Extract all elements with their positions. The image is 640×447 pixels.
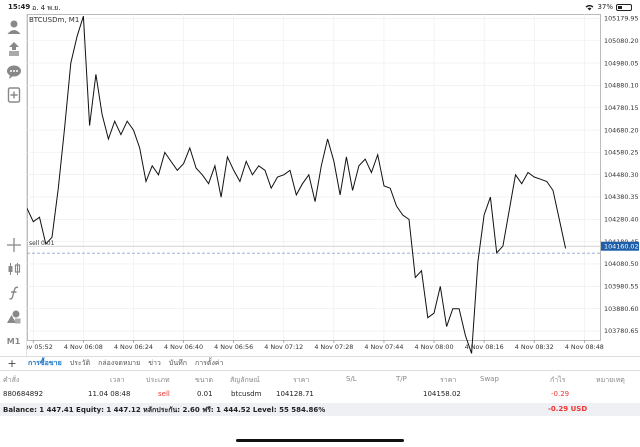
price-tick-label: 103980.55 bbox=[604, 282, 639, 290]
status-bar: 15:49 อ. 4 พ.ย. 37% bbox=[0, 0, 640, 14]
crosshair-icon[interactable] bbox=[4, 236, 23, 254]
time-tick-label: 4 Nov 05:52 bbox=[27, 343, 53, 351]
order-profit: -0.29 bbox=[551, 390, 570, 398]
time-tick-label: 4 Nov 08:00 bbox=[415, 343, 454, 351]
col-comment: หมายเหตุ bbox=[596, 376, 625, 384]
price-tick-label: 104780.15 bbox=[604, 104, 639, 112]
tab-mailbox[interactable]: กล่องจดหมาย bbox=[98, 359, 141, 367]
status-right: 37% bbox=[585, 3, 632, 11]
function-icon[interactable] bbox=[4, 284, 23, 302]
col-time: เวลา bbox=[110, 376, 125, 384]
orders-header: คำสั่ง เวลา ประเภท ขนาด สัญลักษณ์ ราคา S… bbox=[0, 373, 640, 386]
col-swap: Swap bbox=[480, 375, 499, 383]
sell-order-label[interactable]: sell 0.01 bbox=[29, 240, 55, 247]
time-tick-label: 4 Nov 07:12 bbox=[264, 343, 303, 351]
battery-percent: 37% bbox=[597, 3, 613, 11]
tab-trade[interactable]: การซื้อขาย bbox=[28, 359, 62, 367]
trade-icon[interactable] bbox=[4, 40, 23, 58]
price-tick-label: 103880.60 bbox=[604, 305, 639, 313]
timeframe-label: M1 bbox=[6, 336, 21, 346]
order-time: 11.04 08:48 bbox=[88, 390, 131, 398]
terminal-tabs: + การซื้อขาย ประวัติ กล่องจดหมาย ข่าว บั… bbox=[0, 356, 640, 371]
order-id: 880684892 bbox=[3, 390, 44, 398]
home-indicator[interactable] bbox=[236, 439, 404, 442]
add-chart-icon[interactable] bbox=[4, 86, 23, 104]
current-price-label: 104160.02 bbox=[604, 243, 639, 251]
tab-settings[interactable]: การตั้งค่า bbox=[194, 359, 224, 367]
price-tick-label: 104480.30 bbox=[604, 171, 639, 179]
tab-journal[interactable]: บันทึก bbox=[168, 359, 187, 367]
tab-history[interactable]: ประวัติ bbox=[69, 359, 91, 367]
price-tick-label: 104280.40 bbox=[604, 216, 639, 224]
price-tick-label: 105080.20 bbox=[604, 37, 639, 45]
chart-symbol: BTCUSDm, M1 bbox=[29, 16, 80, 24]
balance-bar: Balance: 1 447.41 Equity: 1 447.12 หลักป… bbox=[0, 403, 640, 416]
time-tick-label: 4 Nov 06:24 bbox=[114, 343, 153, 351]
price-line bbox=[27, 16, 567, 354]
time-tick-label: 4 Nov 08:32 bbox=[515, 343, 554, 351]
time-tick-label: 4 Nov 08:16 bbox=[465, 343, 504, 351]
balance-summary: Balance: 1 447.41 Equity: 1 447.12 หลักป… bbox=[3, 406, 326, 414]
time-tick-label: 4 Nov 06:56 bbox=[214, 343, 253, 351]
price-tick-label: 104880.10 bbox=[604, 82, 639, 90]
col-order: คำสั่ง bbox=[3, 376, 20, 384]
account-icon[interactable] bbox=[4, 18, 23, 36]
col-sl: S/L bbox=[346, 375, 357, 383]
order-type: sell bbox=[158, 390, 170, 398]
order-price: 104128.71 bbox=[276, 390, 314, 398]
candles-icon[interactable] bbox=[4, 260, 23, 278]
timeframe-button[interactable]: M1 bbox=[4, 332, 23, 350]
time-tick-label: 4 Nov 06:40 bbox=[164, 343, 203, 351]
price-tick-label: 104580.25 bbox=[604, 149, 639, 157]
col-symbol: สัญลักษณ์ bbox=[230, 376, 260, 384]
chat-icon[interactable] bbox=[4, 63, 23, 81]
table-row[interactable]: 880684892 11.04 08:48 sell 0.01 btcusdm … bbox=[0, 388, 640, 401]
col-volume: ขนาด bbox=[195, 376, 214, 384]
order-current-price: 104158.02 bbox=[423, 390, 461, 398]
time-tick-label: 4 Nov 06:08 bbox=[64, 343, 103, 351]
price-tick-label: 103780.65 bbox=[604, 327, 639, 335]
time-tick-label: 4 Nov 08:48 bbox=[565, 343, 604, 351]
objects-icon[interactable] bbox=[4, 308, 23, 326]
total-profit: -0.29 USD bbox=[548, 405, 588, 413]
col-tp: T/P bbox=[396, 375, 407, 383]
price-tick-label: 104380.35 bbox=[604, 193, 639, 201]
plot-frame bbox=[27, 14, 601, 341]
current-price-tag bbox=[601, 241, 639, 251]
price-tick-label: 105179.95 bbox=[604, 15, 639, 23]
price-chart[interactable]: 105179.95 105080.20 104980.05 104880.10 1047… bbox=[27, 14, 640, 356]
order-volume: 0.01 bbox=[197, 390, 213, 398]
add-order-button[interactable]: + bbox=[7, 357, 17, 370]
chart-svg: 105179.95 105080.20 104980.05 104880.10 1047… bbox=[27, 14, 639, 354]
wifi-icon bbox=[585, 4, 594, 10]
order-symbol: btcusdm bbox=[231, 390, 262, 398]
price-tick-label: 104080.50 bbox=[604, 260, 639, 268]
time-tick-label: 4 Nov 07:44 bbox=[364, 343, 403, 351]
battery-icon bbox=[616, 3, 632, 11]
col-current-price: ราคา bbox=[440, 376, 457, 384]
col-profit: กำไร bbox=[550, 376, 566, 384]
tab-news[interactable]: ข่าว bbox=[148, 359, 161, 367]
price-tick-label: 104980.05 bbox=[604, 59, 639, 67]
clock: 15:49 bbox=[8, 3, 31, 11]
date: อ. 4 พ.ย. bbox=[32, 4, 61, 12]
battery-level bbox=[618, 5, 622, 9]
price-tick-label: 104680.20 bbox=[604, 126, 639, 134]
time-tick-label: 4 Nov 07:28 bbox=[314, 343, 353, 351]
left-toolbar: M1 bbox=[0, 14, 27, 356]
col-price: ราคา bbox=[293, 376, 310, 384]
col-type: ประเภท bbox=[146, 376, 170, 384]
